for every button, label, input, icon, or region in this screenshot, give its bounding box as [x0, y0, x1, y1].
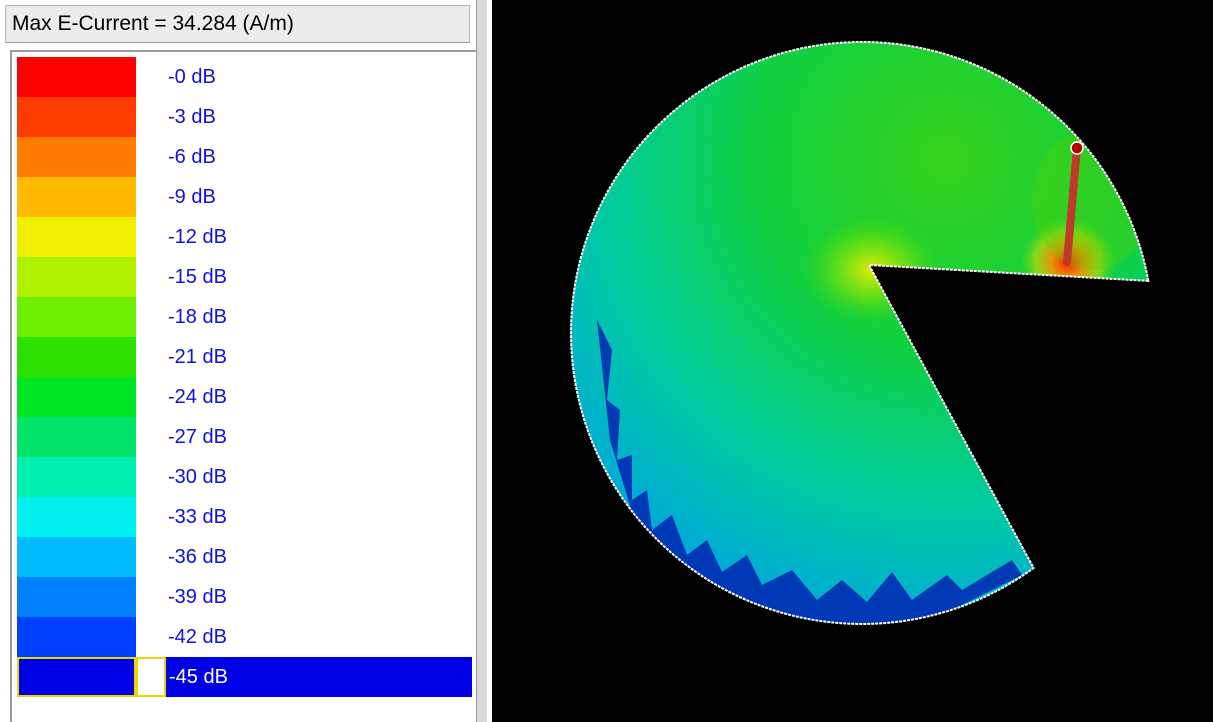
- legend-label: -0 dB: [168, 66, 216, 88]
- legend-label: -6 dB: [168, 146, 216, 168]
- legend-row[interactable]: -45 dB: [17, 657, 472, 697]
- legend-label: -27 dB: [168, 426, 227, 448]
- legend-swatch: [17, 297, 136, 337]
- legend-swatch: [17, 337, 136, 377]
- legend-row[interactable]: -9 dB: [17, 177, 472, 217]
- legend-row[interactable]: -36 dB: [17, 537, 472, 577]
- legend-label: -9 dB: [168, 186, 216, 208]
- legend-swatch: [17, 257, 136, 297]
- legend-row[interactable]: -39 dB: [17, 577, 472, 617]
- current-distribution-plot: [570, 41, 1150, 625]
- legend-label: -3 dB: [168, 106, 216, 128]
- legend-row[interactable]: -42 dB: [17, 617, 472, 657]
- legend-swatch: [17, 177, 136, 217]
- legend-row[interactable]: -0 dB: [17, 57, 472, 97]
- legend-row[interactable]: -18 dB: [17, 297, 472, 337]
- legend-swatch: [17, 577, 136, 617]
- legend-row[interactable]: -3 dB: [17, 97, 472, 137]
- legend-swatch: [17, 457, 136, 497]
- legend-swatch: [17, 497, 136, 537]
- legend-label: -45 dB: [169, 666, 228, 688]
- sector-outline: [570, 41, 1150, 625]
- legend-label: -21 dB: [168, 346, 227, 368]
- legend-row[interactable]: -27 dB: [17, 417, 472, 457]
- legend-swatch: [17, 657, 136, 697]
- legend-label: -39 dB: [168, 586, 227, 608]
- legend-row[interactable]: -24 dB: [17, 377, 472, 417]
- legend-label: -36 dB: [168, 546, 227, 568]
- legend-label: -12 dB: [168, 226, 227, 248]
- legend-row[interactable]: -12 dB: [17, 217, 472, 257]
- legend-swatch: [17, 217, 136, 257]
- legend-swatch: [17, 97, 136, 137]
- legend-selection-gap: [136, 657, 166, 697]
- legend-label: -18 dB: [168, 306, 227, 328]
- probe-top: [1070, 141, 1084, 155]
- legend-row[interactable]: -21 dB: [17, 337, 472, 377]
- legend-swatch: [17, 137, 136, 177]
- legend-label: -15 dB: [168, 266, 227, 288]
- legend-row[interactable]: -33 dB: [17, 497, 472, 537]
- legend-swatch: [17, 377, 136, 417]
- legend-title: Max E-Current = 34.284 (A/m): [5, 5, 470, 43]
- legend-label: -33 dB: [168, 506, 227, 528]
- legend-label: -42 dB: [168, 626, 227, 648]
- legend-swatch: [17, 537, 136, 577]
- legend-row[interactable]: -15 dB: [17, 257, 472, 297]
- current-distribution-viewport[interactable]: [492, 0, 1213, 722]
- legend-label: -30 dB: [168, 466, 227, 488]
- legend-swatch: [17, 617, 136, 657]
- low-current-rim: [597, 320, 1022, 624]
- legend-row[interactable]: -30 dB: [17, 457, 472, 497]
- legend-row[interactable]: -6 dB: [17, 137, 472, 177]
- legend-panel: Max E-Current = 34.284 (A/m) -0 dB -3 dB -…: [0, 0, 487, 722]
- feed-probe: [1063, 144, 1081, 266]
- legend-swatch: [17, 57, 136, 97]
- legend-label: -24 dB: [168, 386, 227, 408]
- legend-swatch: [17, 417, 136, 457]
- panel-splitter[interactable]: [476, 0, 487, 722]
